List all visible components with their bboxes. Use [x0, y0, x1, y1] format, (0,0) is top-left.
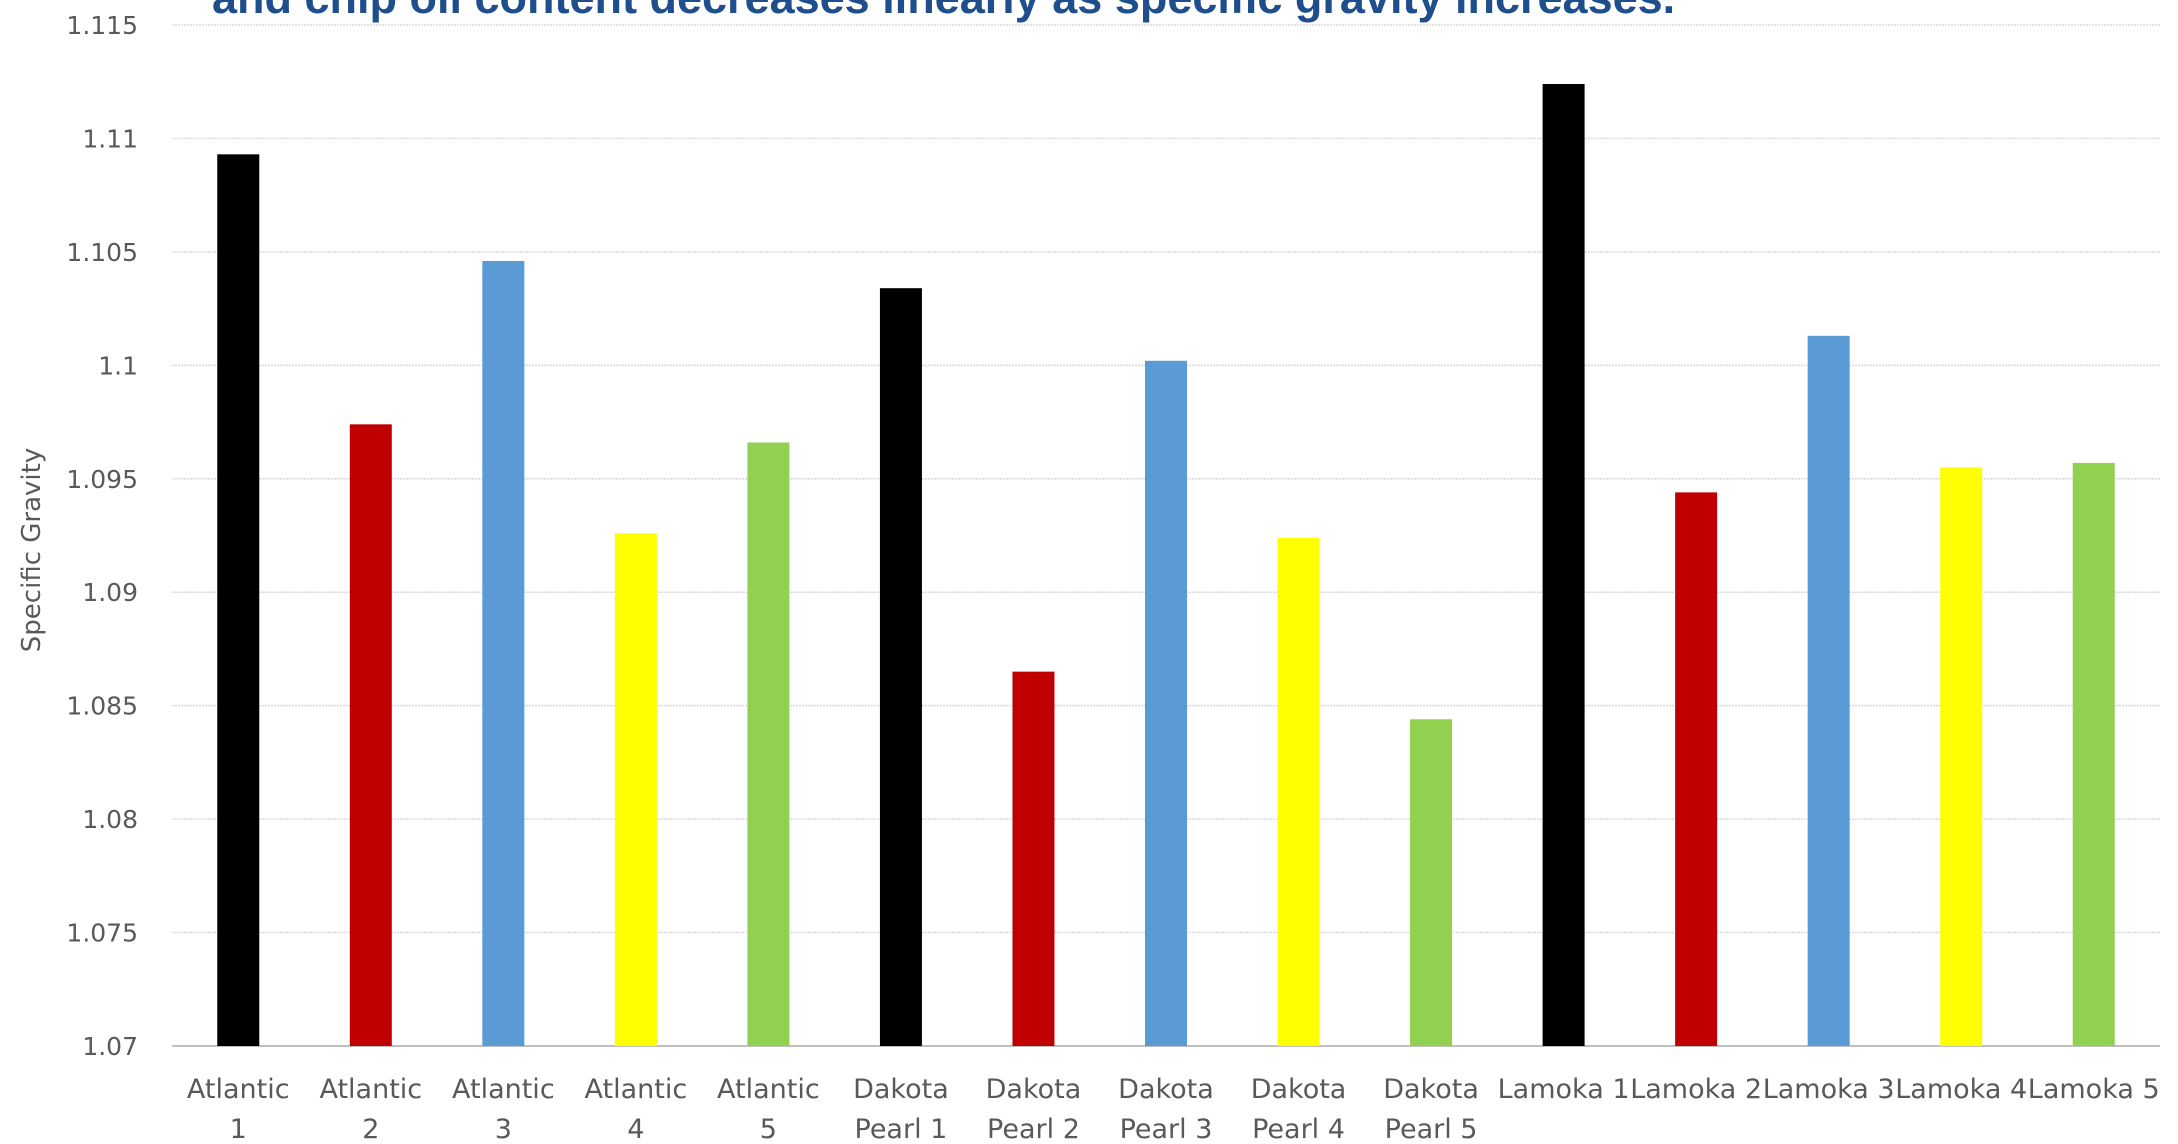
- x-tick-label: 4: [627, 1114, 644, 1144]
- y-tick-label: 1.09: [82, 578, 138, 607]
- bar: [879, 288, 922, 1046]
- x-tick-label: Atlantic: [187, 1074, 290, 1105]
- x-tick-label: 3: [495, 1114, 512, 1144]
- x-tick-label: Pearl 3: [1120, 1114, 1213, 1144]
- bar: [349, 424, 392, 1046]
- bar: [1675, 492, 1718, 1046]
- x-tick-label: Dakota: [1118, 1074, 1214, 1105]
- y-tick-label: 1.08: [82, 805, 138, 834]
- x-tick-label: Pearl 5: [1385, 1114, 1478, 1144]
- x-tick-label: Dakota: [1383, 1074, 1479, 1105]
- x-tick-label: Lamoka 3: [1763, 1074, 1895, 1105]
- chart-caption: and chip oil content decreases linearly …: [212, 0, 1675, 24]
- y-tick-label: 1.115: [66, 11, 138, 40]
- x-tick-label: Lamoka 2: [1630, 1074, 1762, 1105]
- bar: [482, 260, 525, 1046]
- y-tick-label: 1.11: [82, 124, 138, 153]
- y-tick-label: 1.085: [66, 692, 138, 721]
- x-tick-label: Atlantic: [452, 1074, 555, 1105]
- x-tick-label: 2: [362, 1114, 379, 1144]
- x-tick-label: Dakota: [853, 1074, 949, 1105]
- bar: [1145, 360, 1187, 1047]
- bar: [1940, 467, 1983, 1046]
- y-tick-label: 1.105: [66, 238, 138, 267]
- x-tick-label: Atlantic: [585, 1074, 688, 1105]
- x-axis-ticks: Atlantic 1 Atlantic 2 Atlantic 3 Atlantic 4 Atla…: [187, 1074, 2160, 1144]
- bar: [1542, 83, 1585, 1047]
- x-tick-label: Pearl 1: [855, 1114, 948, 1144]
- x-tick-label: 1: [230, 1114, 247, 1144]
- bar: [747, 442, 790, 1046]
- x-tick-label: Lamoka 4: [1895, 1074, 2027, 1105]
- y-axis-label: Specific Gravity: [17, 448, 47, 652]
- bar: [1807, 335, 1850, 1046]
- x-tick-label: Dakota: [1251, 1074, 1347, 1105]
- y-tick-label: 1.095: [66, 465, 138, 494]
- x-tick-label: Lamoka 1: [1498, 1074, 1630, 1105]
- y-tick-label: 1.1: [98, 351, 138, 380]
- bar: [1012, 671, 1055, 1046]
- x-tick-label: Dakota: [986, 1074, 1082, 1105]
- x-tick-label: Pearl 2: [987, 1114, 1080, 1144]
- bar: [614, 533, 657, 1046]
- x-tick-label: Atlantic: [717, 1074, 820, 1105]
- bar: [217, 154, 260, 1046]
- x-tick-label: Atlantic: [319, 1074, 422, 1105]
- bar: [1277, 537, 1320, 1046]
- x-tick-label: 5: [760, 1114, 777, 1144]
- x-tick-label: Pearl 4: [1252, 1114, 1345, 1144]
- y-axis-ticks: 1.07 1.075 1.08 1.085 1.09 1.095 1.1 1.105 1.11 1…: [66, 11, 138, 1061]
- bars: [217, 83, 2115, 1047]
- bar: [1410, 719, 1453, 1046]
- x-tick-label: Lamoka 5: [2028, 1074, 2160, 1105]
- bar: [2072, 462, 2115, 1046]
- y-tick-label: 1.075: [66, 919, 138, 948]
- y-tick-label: 1.07: [82, 1032, 138, 1061]
